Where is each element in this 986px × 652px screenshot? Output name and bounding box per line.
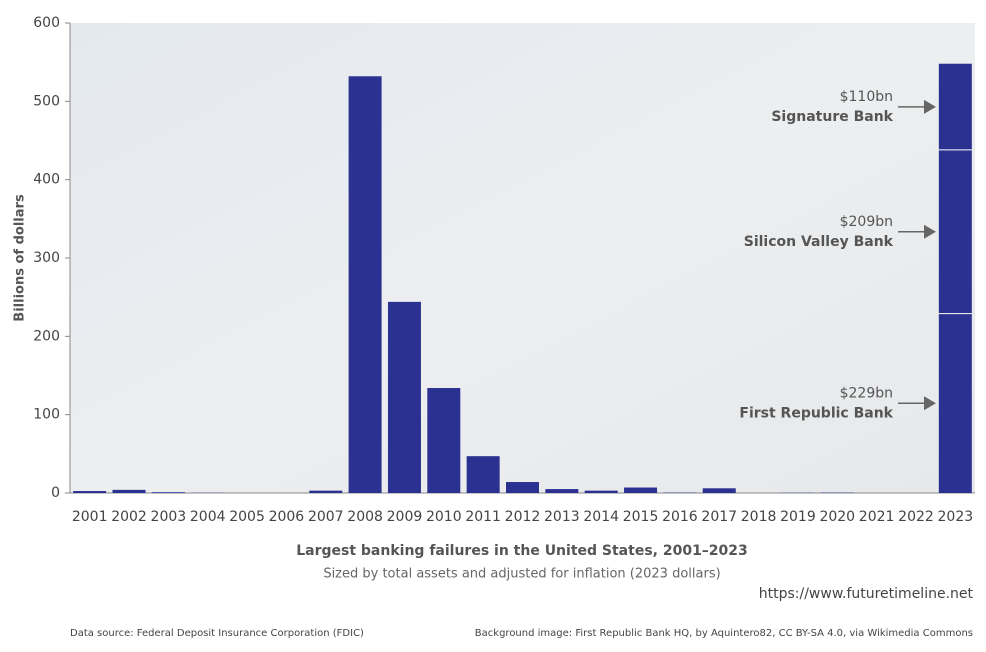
x-tick-label: 2008 bbox=[347, 509, 383, 525]
x-tick-label: 2002 bbox=[111, 509, 147, 525]
x-tick-label: 2022 bbox=[898, 509, 934, 525]
x-tick-label: 2014 bbox=[583, 509, 619, 525]
bar bbox=[624, 487, 658, 493]
annotation-value: $209bn bbox=[840, 214, 893, 230]
x-tick-label: 2020 bbox=[819, 509, 855, 525]
y-tick-label: 500 bbox=[33, 93, 60, 109]
bar bbox=[506, 482, 539, 493]
x-tick-label: 2007 bbox=[308, 509, 344, 525]
arrow-head bbox=[924, 99, 936, 114]
x-tick-label: 2010 bbox=[426, 509, 462, 525]
x-tick-label: 2021 bbox=[859, 509, 895, 525]
x-tick-label: 2017 bbox=[701, 509, 737, 525]
annotation-name: Signature Bank bbox=[771, 109, 893, 125]
x-tick-label: 2012 bbox=[505, 509, 541, 525]
y-tick-label: 100 bbox=[33, 407, 60, 423]
stack-segment bbox=[938, 313, 972, 493]
bar bbox=[73, 491, 107, 493]
bar bbox=[545, 489, 579, 493]
x-tick-label: 2023 bbox=[938, 509, 974, 525]
credit-note: Background image: First Republic Bank HQ… bbox=[475, 628, 973, 639]
y-axis-label: Billions of dollars bbox=[13, 194, 28, 322]
x-tick-label: 2005 bbox=[229, 509, 265, 525]
chart-subtitle: Sized by total assets and adjusted for i… bbox=[323, 567, 720, 582]
x-tick-label: 2004 bbox=[190, 509, 226, 525]
x-tick-label: 2015 bbox=[623, 509, 659, 525]
x-tick-label: 2009 bbox=[387, 509, 423, 525]
annotation-name: Silicon Valley Bank bbox=[744, 234, 894, 250]
x-tick-label: 2001 bbox=[72, 509, 108, 525]
x-tick-label: 2016 bbox=[662, 509, 698, 525]
bar bbox=[309, 490, 343, 493]
stack-segment bbox=[938, 63, 972, 150]
annotation-value: $110bn bbox=[840, 89, 893, 105]
y-tick-label: 600 bbox=[33, 15, 60, 31]
annotation-name: First Republic Bank bbox=[739, 405, 893, 421]
bar bbox=[702, 488, 736, 493]
bar bbox=[112, 489, 146, 493]
bar bbox=[348, 76, 382, 494]
x-tick-label: 2011 bbox=[465, 509, 501, 525]
arrow-head bbox=[924, 396, 936, 411]
website: https://www.futuretimeline.net bbox=[759, 586, 974, 602]
x-tick-label: 2006 bbox=[269, 509, 305, 525]
bar bbox=[466, 456, 500, 493]
arrow-head bbox=[924, 224, 936, 239]
y-tick-label: 0 bbox=[51, 485, 60, 501]
bar bbox=[387, 301, 421, 493]
y-tick-label: 300 bbox=[33, 250, 60, 266]
y-tick-label: 400 bbox=[33, 172, 60, 188]
plot-background bbox=[70, 23, 975, 493]
bar bbox=[427, 388, 461, 493]
chart-title: Largest banking failures in the United S… bbox=[296, 543, 748, 559]
stack-segment bbox=[938, 149, 972, 314]
x-tick-label: 2003 bbox=[151, 509, 187, 525]
source-note: Data source: Federal Deposit Insurance C… bbox=[70, 628, 364, 639]
y-tick-label: 200 bbox=[33, 328, 60, 344]
annotation-value: $229bn bbox=[840, 385, 893, 401]
bar bbox=[151, 492, 185, 493]
x-tick-label: 2019 bbox=[780, 509, 816, 525]
x-tick-label: 2013 bbox=[544, 509, 580, 525]
x-tick-label: 2018 bbox=[741, 509, 777, 525]
bar bbox=[584, 490, 618, 493]
